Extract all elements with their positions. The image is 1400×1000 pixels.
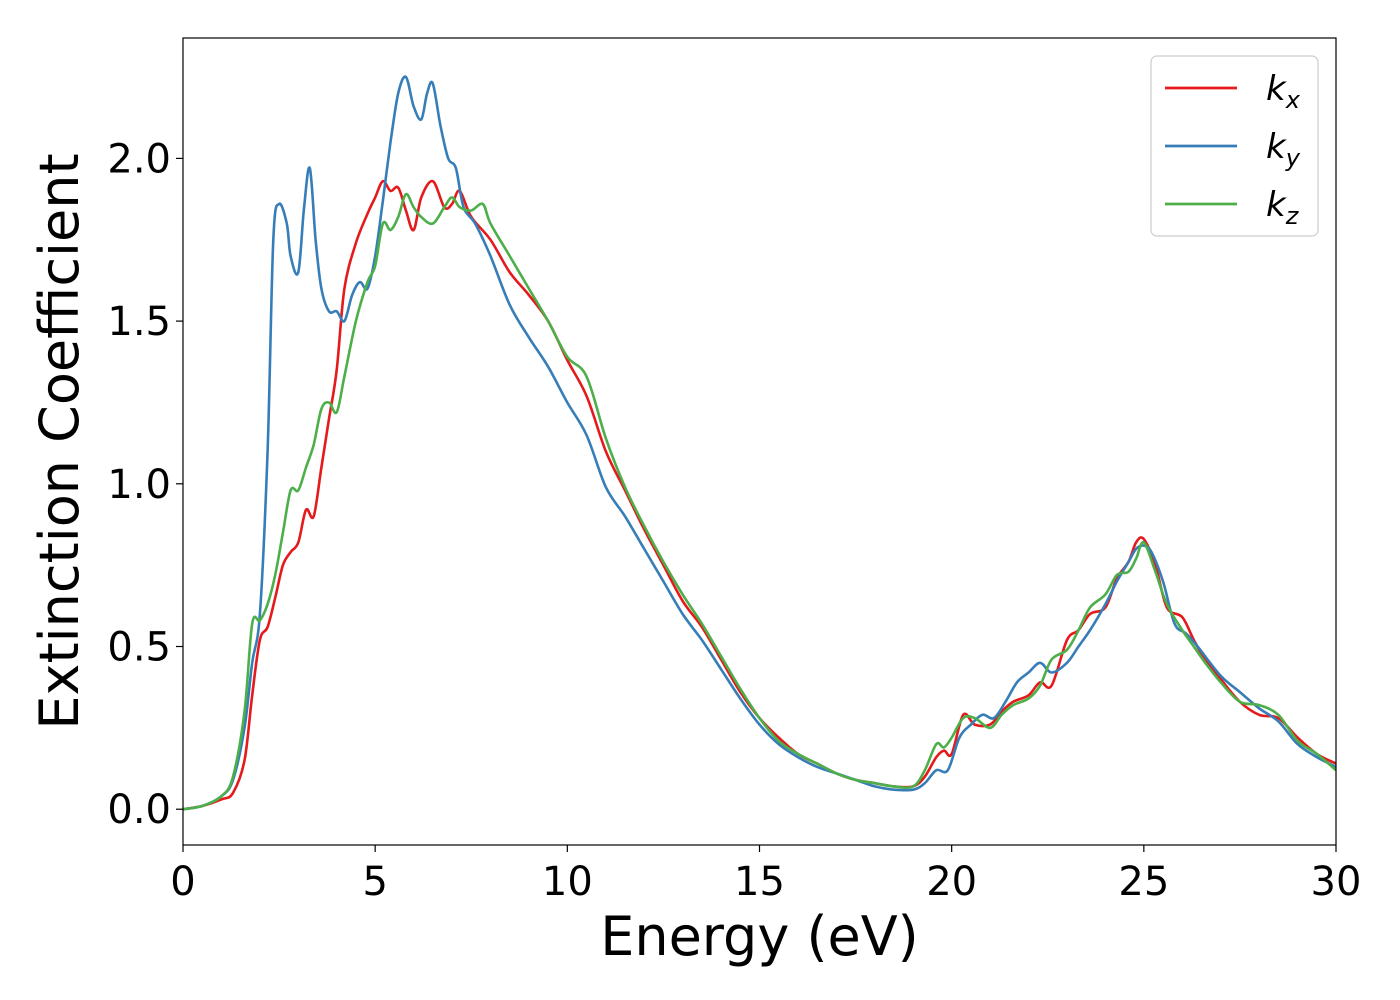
series-line-y	[183, 75, 1336, 811]
x-tick-label: 25	[1118, 859, 1169, 905]
legend-label-x: kx	[1266, 69, 1301, 114]
x-tick-label: 30	[1311, 859, 1362, 905]
y-tick-label: 2.0	[107, 136, 171, 182]
legend-label-z: kz	[1266, 185, 1300, 230]
y-tick-label: 1.5	[107, 299, 171, 345]
legend: kx ky kz	[1150, 55, 1319, 237]
x-tick-label: 15	[734, 859, 785, 905]
y-axis-title: Extinction Coefficient	[28, 153, 91, 729]
y-tick-label: 0.5	[107, 625, 171, 671]
series-line-x	[183, 179, 1336, 811]
y-tick-label: 1.0	[107, 462, 171, 508]
series-line-z	[183, 192, 1336, 811]
x-tick-label: 0	[170, 859, 195, 905]
y-tick-label: 0.0	[107, 787, 171, 833]
x-axis-title: Energy (eV)	[600, 905, 919, 968]
x-tick-label: 5	[362, 859, 387, 905]
x-tick-label: 10	[542, 859, 593, 905]
axis-ticks: 0 5 10 15 20 25 30 0.0 0.5 1.0 1.5 2.0	[107, 136, 1361, 905]
series-lines	[183, 75, 1336, 811]
x-tick-label: 20	[926, 859, 977, 905]
legend-label-y: ky	[1266, 127, 1301, 172]
